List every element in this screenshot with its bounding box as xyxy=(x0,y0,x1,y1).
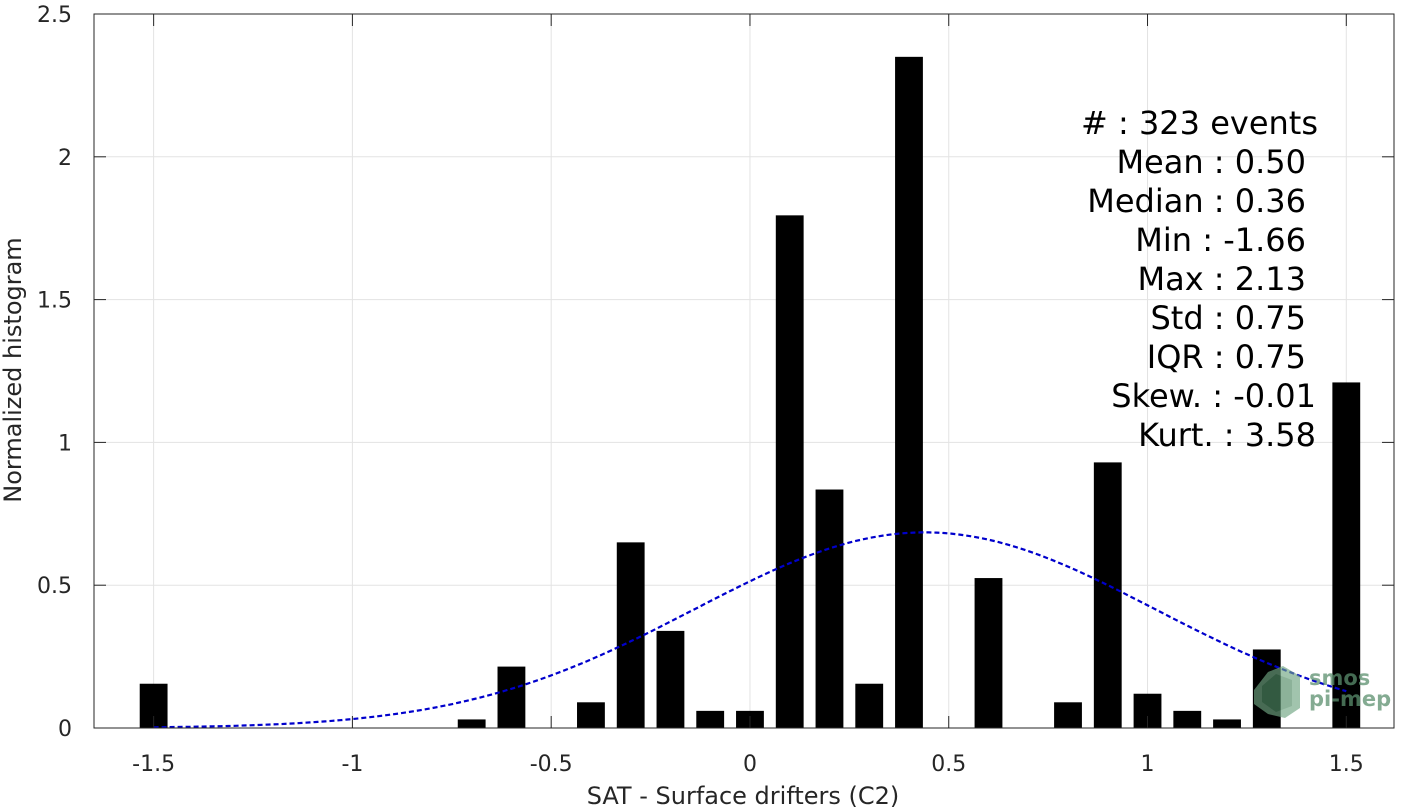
y-tick-label-3: 1.5 xyxy=(37,289,72,314)
y-axis-label: Normalized histogram xyxy=(0,237,27,502)
x-tick-label-3: 0 xyxy=(743,752,757,777)
x-tick-label-0: -1.5 xyxy=(132,752,175,777)
y-tick-label-0: 0 xyxy=(58,717,72,742)
gaussian-fit-curve xyxy=(153,531,1347,729)
stat-line-count: # : 323 events xyxy=(1081,104,1318,142)
histogram-bar-4 xyxy=(616,542,645,728)
stats-box: # : 323 events Mean : 0.50 Median : 0.36… xyxy=(1081,104,1318,454)
histogram-bar-9 xyxy=(815,489,844,728)
histogram-bar-10 xyxy=(855,683,884,728)
stat-line-kurt: Kurt. : 3.58 xyxy=(1138,416,1316,454)
histogram-bar-1 xyxy=(457,719,486,728)
x-tick-label-5: 1 xyxy=(1141,752,1155,777)
histogram-bar-17 xyxy=(1213,719,1241,728)
histogram-bar-5 xyxy=(656,630,685,728)
stat-line-skew: Skew. : -0.01 xyxy=(1111,377,1316,415)
histogram-bar-14 xyxy=(1093,462,1122,728)
histogram-bar-2 xyxy=(497,666,526,728)
y-tick-label-2: 1 xyxy=(58,431,72,456)
y-tick-label-5: 2.5 xyxy=(37,3,72,28)
x-axis-label: SAT - Surface drifters (C2) xyxy=(587,782,900,809)
x-tick-label-1: -1 xyxy=(341,752,363,777)
histogram-bar-19 xyxy=(1332,382,1361,728)
histogram-bar-11 xyxy=(895,56,923,728)
stat-line-std: Std : 0.75 xyxy=(1150,299,1306,337)
stat-line-median: Median : 0.36 xyxy=(1087,182,1306,220)
y-tick-label-1: 0.5 xyxy=(37,574,72,599)
watermark-line2: pi-mep xyxy=(1309,687,1391,711)
stat-line-mean: Mean : 0.50 xyxy=(1116,143,1306,181)
x-tick-label-2: -0.5 xyxy=(530,752,573,777)
terrain-logo-icon xyxy=(1254,666,1300,718)
x-tick-label-4: 0.5 xyxy=(931,752,966,777)
stat-line-iqr: IQR : 0.75 xyxy=(1147,338,1306,376)
watermark-line1: smos xyxy=(1309,666,1370,690)
ticks-layer: -1.5 -1 -0.5 0 0.5 1 1.5 0 0.5 1 1.5 2 2.5 xyxy=(37,3,1394,777)
histogram-bar-13 xyxy=(1054,702,1082,728)
stat-line-min: Min : -1.66 xyxy=(1135,221,1306,259)
fit-curve-layer xyxy=(153,531,1347,729)
histogram-bar-12 xyxy=(974,578,1003,728)
histogram-bar-16 xyxy=(1173,710,1202,728)
stat-line-max: Max : 2.13 xyxy=(1137,260,1306,298)
axes-layer xyxy=(93,13,1395,729)
y-tick-label-4: 2 xyxy=(58,146,72,171)
x-tick-label-6: 1.5 xyxy=(1329,752,1364,777)
histogram-bar-6 xyxy=(696,710,725,728)
histogram-bar-8 xyxy=(775,215,804,728)
smos-pimep-watermark: smos pi-mep xyxy=(1254,666,1391,718)
plot-frame xyxy=(93,13,1395,729)
histogram-bar-3 xyxy=(577,702,605,728)
